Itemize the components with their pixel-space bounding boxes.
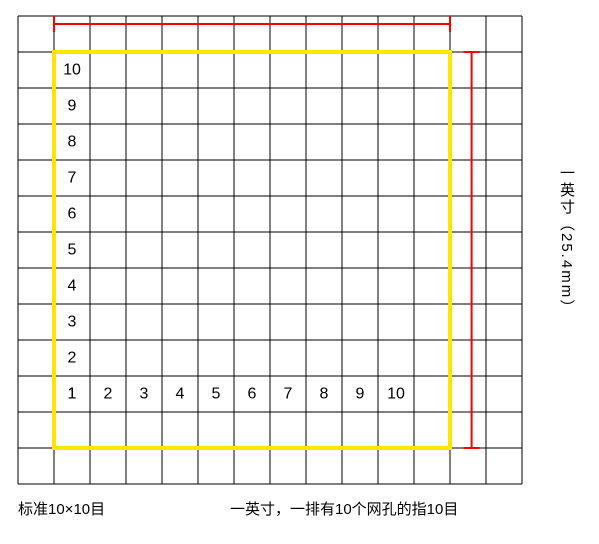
y-axis-number: 3 — [68, 314, 77, 331]
y-axis-number: 10 — [63, 62, 81, 79]
y-axis-number: 5 — [68, 242, 77, 259]
x-axis-number: 9 — [356, 386, 365, 403]
x-axis-number: 3 — [140, 386, 149, 403]
x-axis-number: 2 — [104, 386, 113, 403]
x-axis-number: 10 — [387, 386, 405, 403]
diagram-stage: 1098765432112345678910 一英寸（25.4mm） 标准10×… — [0, 0, 599, 539]
diagram-svg: 1098765432112345678910 — [0, 0, 599, 539]
y-axis-number: 4 — [68, 278, 77, 295]
y-axis-number: 7 — [68, 170, 77, 187]
x-axis-number: 7 — [284, 386, 293, 403]
y-axis-number: 2 — [68, 350, 77, 367]
bottom-left-caption: 标准10×10目 — [18, 498, 105, 519]
x-axis-number: 8 — [320, 386, 329, 403]
x-axis-number: 1 — [68, 386, 77, 403]
y-axis-number: 8 — [68, 134, 77, 151]
y-axis-number: 9 — [68, 98, 77, 115]
x-axis-number: 5 — [212, 386, 221, 403]
y-axis-number: 6 — [68, 206, 77, 223]
right-inch-label: 一英寸（25.4mm） — [556, 165, 577, 316]
x-axis-number: 6 — [248, 386, 257, 403]
bottom-right-caption: 一英寸，一排有10个网孔的指10目 — [230, 498, 458, 519]
x-axis-number: 4 — [176, 386, 185, 403]
